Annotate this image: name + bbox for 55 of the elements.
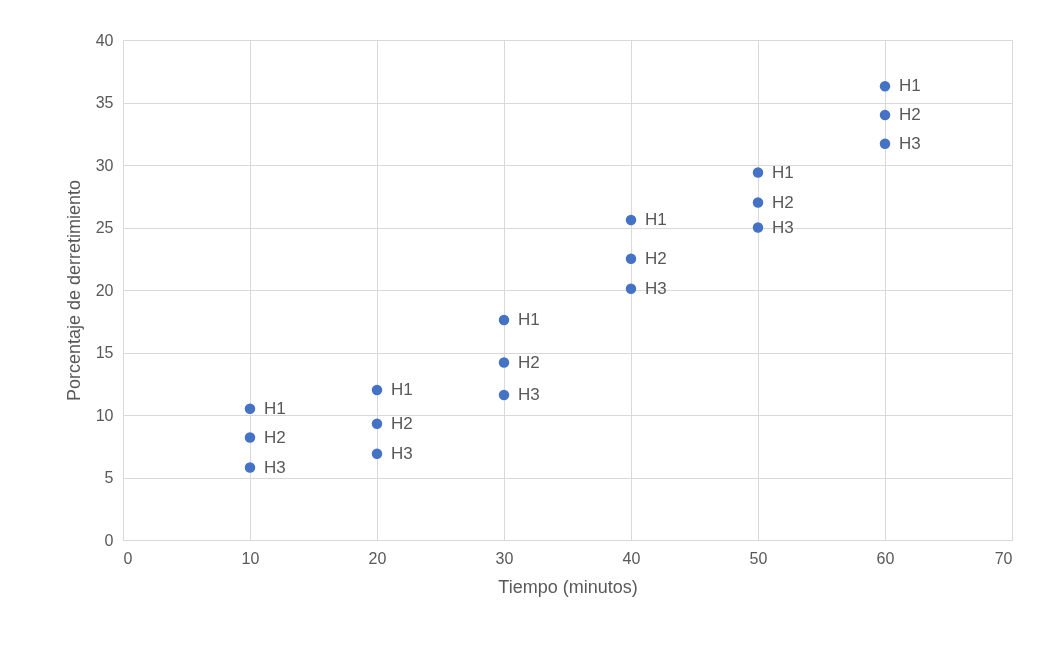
text: H1	[772, 162, 794, 182]
text: H2	[899, 105, 921, 124]
y-tick-label: 30	[95, 156, 114, 174]
text: H3	[391, 443, 413, 463]
point	[625, 253, 637, 264]
point	[371, 384, 383, 396]
point	[625, 283, 637, 294]
series-label: H3	[264, 457, 286, 477]
y-tick-label: 0	[104, 531, 114, 549]
series-label: H2	[264, 427, 286, 447]
x-tick-label: 0	[123, 549, 133, 567]
y-tick-label: 10	[95, 406, 114, 424]
point	[752, 197, 764, 208]
text: H2	[518, 352, 540, 372]
point	[752, 167, 764, 178]
point	[371, 448, 383, 459]
x-tick-label: 70	[994, 549, 1013, 567]
point	[498, 357, 510, 368]
point	[498, 314, 510, 326]
x-tick-label: 10	[241, 549, 260, 567]
point	[879, 109, 891, 121]
text: H1	[899, 76, 921, 96]
point	[879, 81, 891, 92]
y-tick-label: 20	[95, 281, 114, 299]
point	[498, 389, 510, 401]
series-label: H1	[264, 398, 286, 418]
point	[244, 462, 256, 473]
text: H2	[772, 192, 794, 212]
y-tick-label: 25	[95, 219, 114, 236]
y-axis-title: Porcentaje de derretimiento	[63, 179, 84, 402]
text: H3	[899, 133, 921, 153]
point	[879, 138, 891, 149]
point	[244, 432, 256, 443]
point	[625, 214, 637, 226]
point	[752, 222, 764, 233]
text: H1	[518, 310, 540, 329]
text: H3	[518, 385, 540, 404]
point	[371, 418, 383, 429]
x-tick-label: 40	[622, 549, 641, 567]
text: H1	[391, 380, 413, 399]
text: H3	[772, 217, 794, 237]
text: H2	[391, 413, 413, 433]
y-tick-label: 15	[95, 344, 114, 361]
point	[244, 403, 256, 414]
text: H1	[645, 210, 667, 229]
y-tick-label: 40	[95, 31, 114, 49]
x-axis-title: Tiempo (minutos)	[498, 576, 638, 597]
x-tick-label: 20	[368, 549, 387, 567]
x-tick-label: 60	[876, 549, 895, 567]
text: H2	[645, 248, 667, 268]
y-tick-label: 35	[95, 94, 114, 111]
x-tick-label: 50	[749, 549, 768, 567]
y-tick-label: 5	[104, 469, 114, 486]
text: H3	[645, 278, 667, 298]
x-tick-label: 30	[495, 549, 514, 567]
